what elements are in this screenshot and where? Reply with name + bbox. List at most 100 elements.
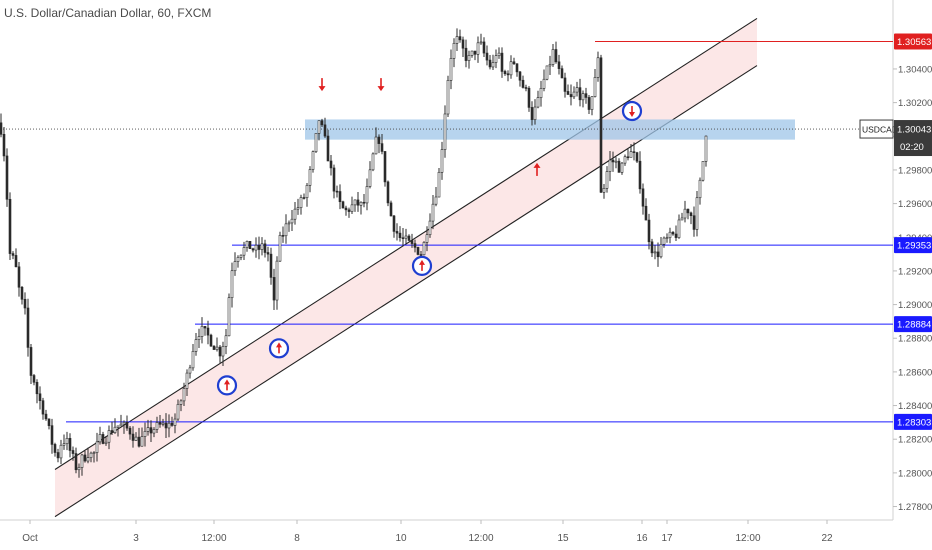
candle — [164, 413, 168, 439]
arrow-head — [629, 112, 635, 118]
x-tick-label: 3 — [133, 533, 139, 544]
candle — [464, 39, 468, 68]
red-arrow-down-icon — [318, 78, 326, 92]
candle — [515, 63, 519, 77]
candle — [134, 432, 138, 441]
candle-body — [122, 422, 126, 425]
candle — [110, 421, 114, 435]
price-labels: 1.30563 1.29353 1.28884 1.28303 USDCAD 1.3004… — [859, 33, 932, 430]
candle-body — [476, 42, 480, 55]
candle-body — [377, 136, 381, 144]
candle-body — [23, 298, 27, 309]
candle-body — [416, 247, 420, 255]
candle-body — [293, 208, 297, 220]
y-tick-label: 1.29000 — [898, 300, 932, 311]
candle — [356, 191, 360, 212]
candle — [173, 413, 177, 434]
candle — [263, 239, 267, 258]
candle — [566, 84, 570, 95]
candle-body — [671, 231, 675, 235]
candle-body — [230, 270, 234, 299]
candle-body — [503, 71, 507, 75]
candle-body — [452, 42, 456, 59]
candle-body — [41, 400, 45, 415]
candle-body — [29, 347, 33, 376]
candle-body — [203, 326, 207, 329]
circled-down-arrow-icon — [621, 100, 643, 122]
candle — [182, 382, 186, 407]
candle-body — [197, 336, 201, 340]
candle-body — [275, 260, 279, 301]
candle — [644, 198, 648, 221]
candle-body — [194, 339, 198, 352]
candle-body — [410, 240, 414, 244]
candle-body — [362, 201, 366, 204]
candle — [242, 241, 246, 261]
candle-body — [188, 367, 192, 374]
x-tick-label: Oct — [22, 533, 38, 544]
candle — [41, 397, 45, 420]
candle — [344, 205, 348, 216]
candle — [221, 341, 225, 367]
candle — [59, 439, 63, 465]
candle-body — [302, 197, 306, 199]
red-arrow-up-icon — [533, 162, 541, 176]
candle — [62, 434, 66, 450]
resistance-zone-rect — [305, 119, 795, 140]
candle-body — [515, 63, 519, 73]
candle-body — [617, 160, 621, 173]
candle-body — [143, 431, 147, 437]
candle — [224, 328, 228, 355]
candle — [395, 223, 399, 241]
candle — [476, 36, 480, 63]
candle-body — [593, 77, 597, 97]
candle — [590, 96, 594, 116]
candle-body — [488, 59, 492, 68]
candle-body — [437, 171, 441, 198]
candle-body — [506, 73, 510, 76]
annotations — [216, 78, 643, 396]
candle — [659, 236, 663, 259]
candle-body — [5, 155, 9, 200]
candle-body — [38, 393, 42, 401]
resistance-zone — [305, 119, 795, 140]
candle-body — [422, 242, 426, 256]
candle-body — [596, 57, 600, 78]
time-axis[interactable]: Oct 3 12:00 8 10 12:00 15 16 17 12:00 22 — [0, 519, 893, 544]
arrow-head — [276, 342, 282, 348]
candle — [104, 435, 108, 446]
candle — [629, 144, 633, 158]
candle — [107, 425, 111, 450]
candle — [662, 236, 666, 248]
candle-body — [65, 438, 69, 445]
candle — [548, 55, 552, 76]
candle-body — [248, 240, 252, 249]
candle-body — [428, 220, 432, 236]
candle — [488, 55, 492, 70]
candle-body — [266, 252, 270, 255]
candle-body — [320, 120, 324, 126]
candle — [209, 333, 213, 347]
candle-body — [47, 418, 51, 426]
candle-body — [179, 400, 183, 405]
candle-body — [206, 327, 210, 336]
candle — [128, 426, 132, 440]
candle-body — [242, 247, 246, 256]
candle — [29, 344, 33, 384]
candle — [653, 245, 657, 260]
candle — [149, 420, 153, 442]
candle — [413, 239, 417, 253]
candle — [290, 209, 294, 231]
candle-body — [497, 52, 501, 56]
candle — [671, 231, 675, 236]
candle-body — [62, 443, 66, 446]
symbol-label: USDCAD — [862, 125, 898, 135]
candle — [668, 227, 672, 244]
candle — [179, 399, 183, 412]
candle-body — [284, 223, 288, 237]
candle-body — [104, 441, 108, 444]
candle-body — [389, 202, 393, 217]
candle-body — [473, 50, 477, 55]
price-axis[interactable]: 1.27800 1.28000 1.28200 1.28400 1.28600 1.288… — [892, 0, 932, 520]
